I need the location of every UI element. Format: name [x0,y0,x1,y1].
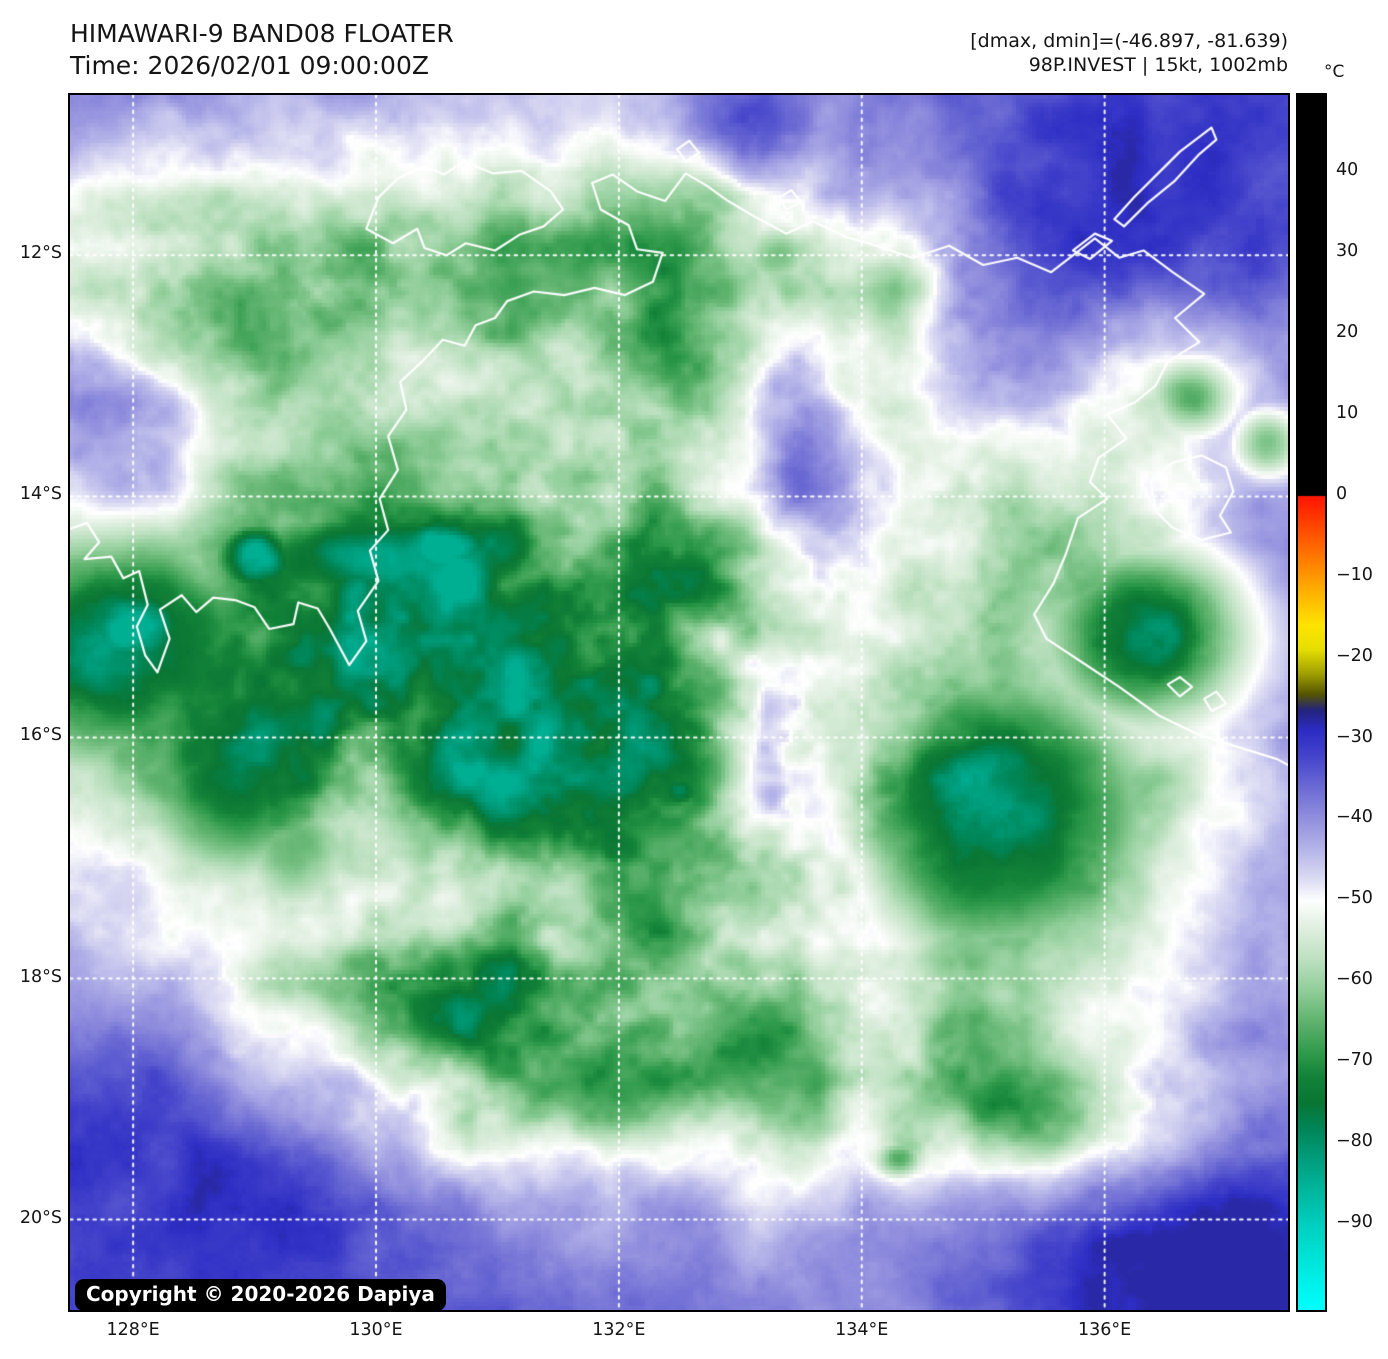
x-tick-label: 130°E [349,1320,403,1340]
y-tick-label: 20°S [19,1207,62,1228]
colorbar-unit-label: °C [1324,62,1345,82]
y-tick-label: 18°S [19,966,62,987]
figure-title: HIMAWARI-9 BAND08 FLOATER [70,19,454,48]
colorbar-tick-label: −40 [1336,807,1373,828]
colorbar-tick-label: −10 [1336,564,1373,585]
colorbar-tick-label: −80 [1336,1131,1373,1152]
satellite-image-canvas [70,95,1288,1310]
y-tick-label: 14°S [19,484,62,505]
x-tick-label: 136°E [1078,1320,1132,1340]
colorbar-tick-label: −30 [1336,726,1373,747]
title-block: HIMAWARI-9 BAND08 FLOATER Time: 2026/02/… [70,18,454,82]
dmax-dmin-readout: [dmax, dmin]=(-46.897, -81.639) [970,30,1288,52]
figure-timestamp: Time: 2026/02/01 09:00:00Z [70,51,429,80]
colorbar-tick-label: −20 [1336,645,1373,666]
copyright-badge: Copyright © 2020-2026 Dapiya [75,1279,446,1311]
header-right-block: [dmax, dmin]=(-46.897, -81.639) 98P.INVE… [970,29,1288,77]
colorbar-tick-label: −60 [1336,969,1373,990]
colorbar-tick-label: −70 [1336,1050,1373,1071]
y-tick-label: 12°S [19,243,62,264]
storm-info-readout: 98P.INVEST | 15kt, 1002mb [1028,54,1288,76]
colorbar-tick-label: 10 [1336,402,1359,423]
x-tick-label: 132°E [592,1320,646,1340]
colorbar-tick-label: 40 [1336,159,1359,180]
colorbar-tick-label: 0 [1336,483,1348,504]
y-tick-label: 16°S [19,725,62,746]
map-plot-area: Copyright © 2020-2026 Dapiya [68,93,1290,1312]
x-tick-label: 128°E [106,1320,160,1340]
colorbar-tick-label: −50 [1336,888,1373,909]
colorbar [1296,93,1327,1312]
x-tick-label: 134°E [835,1320,889,1340]
colorbar-gradient-canvas [1298,95,1325,1310]
colorbar-tick-label: 20 [1336,321,1359,342]
colorbar-tick-label: 30 [1336,240,1359,261]
colorbar-tick-label: −90 [1336,1212,1373,1233]
